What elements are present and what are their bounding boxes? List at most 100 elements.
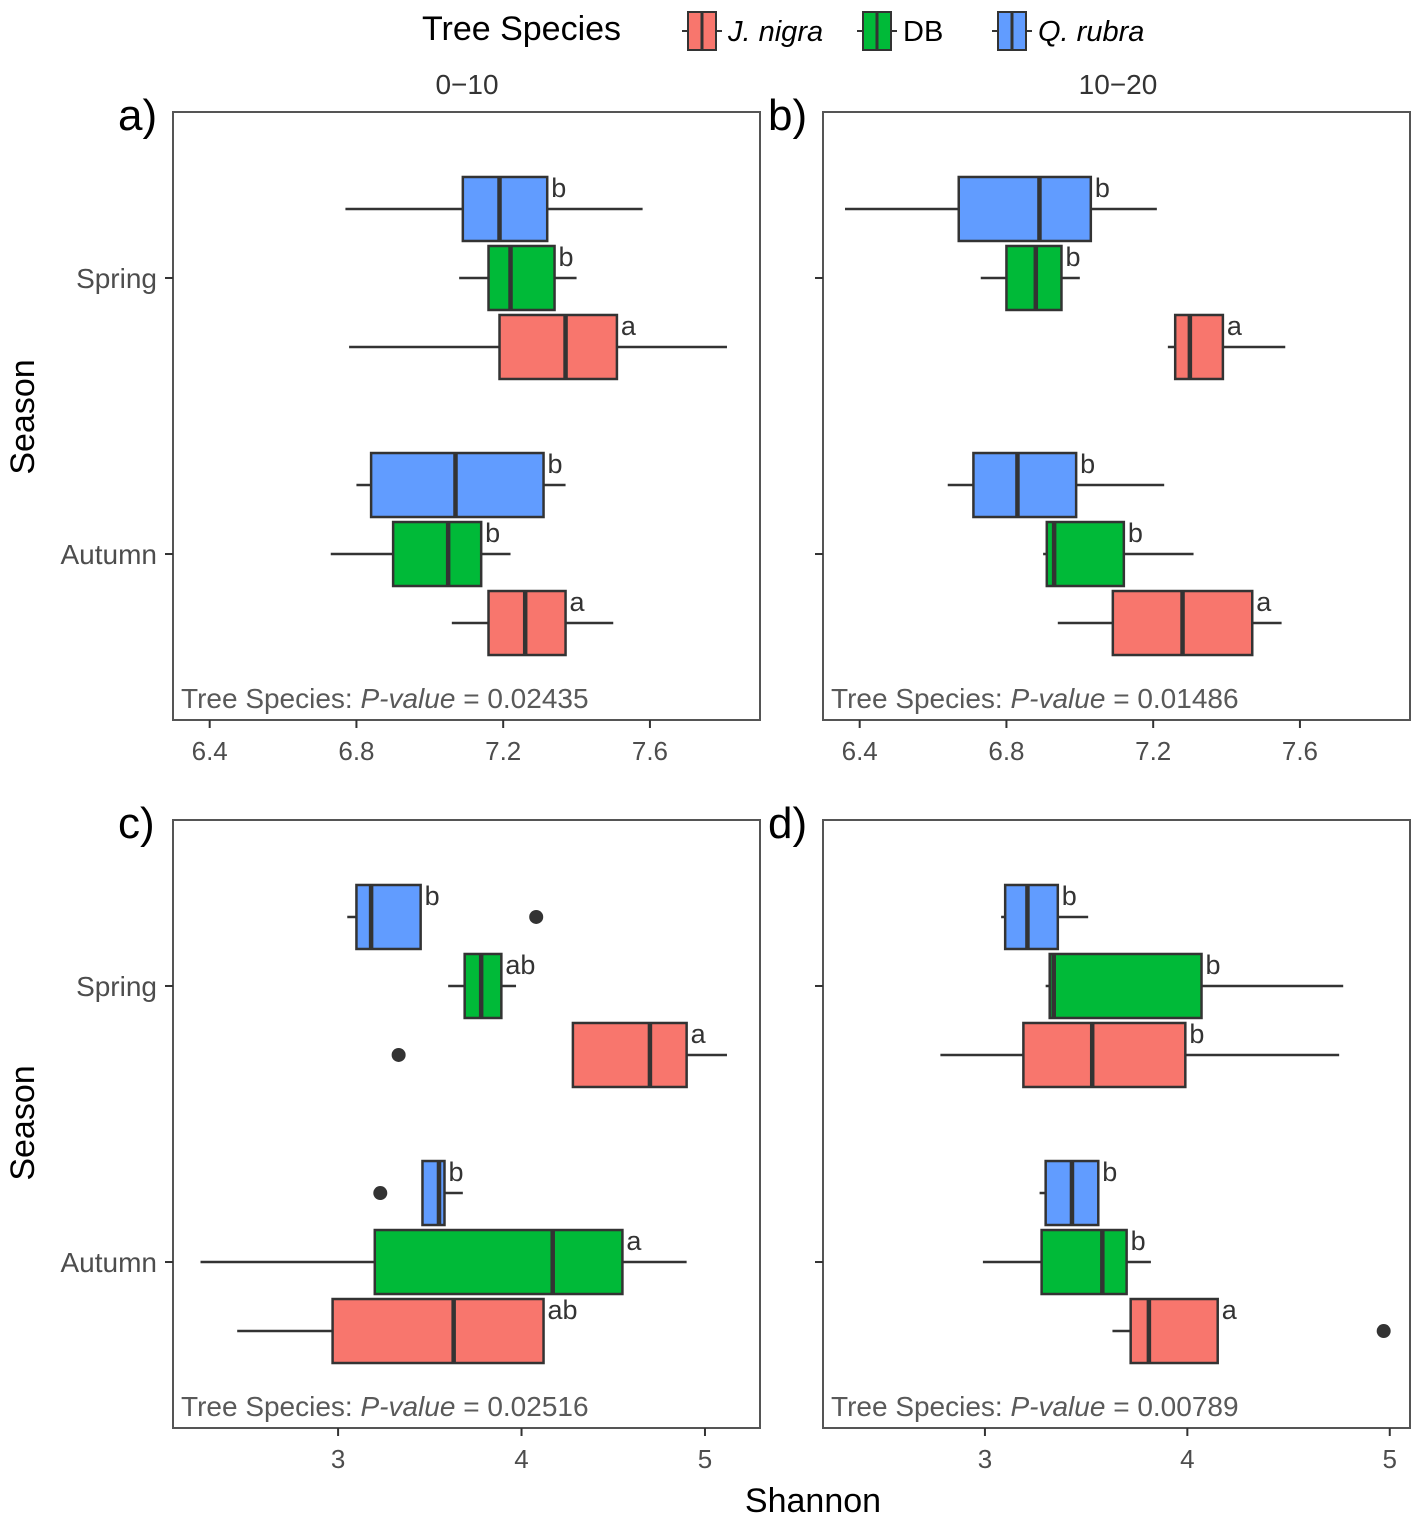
legend-entry-q-rubra: Q. rubra [992, 11, 1144, 51]
iqr-box [1129, 1297, 1219, 1365]
annotation-stat: P-value [360, 1391, 455, 1422]
iqr-box [571, 1021, 688, 1089]
facet-label-left: 0−10 [435, 69, 498, 100]
x-tick-label: 7.6 [632, 736, 668, 766]
box-spring-q-rubra: b [345, 173, 643, 243]
legend-label-j-nigra: J. nigra [727, 16, 823, 48]
iqr-box [355, 883, 422, 951]
x-tick-label: 3 [331, 1444, 345, 1474]
x-tick-label: 7.2 [1135, 736, 1171, 766]
iqr-box [1173, 313, 1225, 381]
iqr-box [972, 451, 1078, 519]
x-tick-label: 5 [1383, 1444, 1397, 1474]
box-spring-j-nigra: a [349, 311, 727, 381]
significance-letter: a [621, 311, 637, 341]
outlier-point [1376, 1324, 1391, 1339]
legend: Tree Species J. nigra DB Q. rubra [422, 10, 1144, 51]
significance-letter: b [1095, 173, 1110, 203]
significance-letter: a [626, 1226, 642, 1256]
significance-letter: a [570, 587, 586, 617]
legend-entries: J. nigra DB Q. rubra [682, 11, 1144, 51]
significance-letter: b [448, 1157, 463, 1187]
significance-letter: b [1080, 449, 1095, 479]
box-autumn-db: b [982, 1226, 1151, 1296]
annotation-value: = 0.02435 [455, 683, 588, 714]
box-autumn-j-nigra: a [1057, 587, 1282, 657]
significance-letter: b [559, 242, 574, 272]
iqr-box [1040, 1228, 1128, 1296]
legend-entry-db: DB [857, 11, 943, 51]
legend-entry-j-nigra: J. nigra [682, 11, 823, 51]
x-tick-label: 6.8 [988, 736, 1024, 766]
panel-frame [822, 819, 1411, 1429]
panel-tag: c) [118, 799, 155, 848]
p-value-annotation: Tree Species: P-value = 0.02435 [181, 683, 589, 714]
box-autumn-j-nigra: a [451, 587, 614, 657]
y-tick-label-autumn: Autumn [61, 539, 158, 570]
facet-label-right: 10−20 [1079, 69, 1158, 100]
panel-tag: d) [768, 799, 807, 848]
annotation-prefix: Tree Species: [181, 1391, 360, 1422]
box-spring-db: b [1045, 950, 1344, 1020]
legend-label-db: DB [903, 16, 943, 48]
significance-letter: a [1227, 311, 1243, 341]
box-spring-db: ab [448, 950, 535, 1020]
box-autumn-q-rubra: b [947, 449, 1165, 519]
outlier-point [529, 909, 544, 924]
iqr-box [391, 520, 483, 588]
p-value-annotation: Tree Species: P-value = 0.00789 [831, 1391, 1239, 1422]
significance-letter: b [1189, 1019, 1204, 1049]
box-spring-q-rubra: b [845, 173, 1157, 243]
significance-letter: b [548, 449, 563, 479]
significance-letter: b [1128, 518, 1143, 548]
iqr-box [373, 1228, 624, 1296]
significance-letter: b [1131, 1226, 1146, 1256]
annotation-value: = 0.02516 [455, 1391, 588, 1422]
panel-d: d) 3 4 5 b b b b b a Tree Species: P-value = 0.007… [768, 799, 1411, 1474]
x-tick-label: 3 [978, 1444, 992, 1474]
significance-letter: b [425, 881, 440, 911]
box-spring-j-nigra: a [1167, 311, 1286, 381]
outlier-point [391, 1047, 406, 1062]
box-spring-q-rubra: b [1001, 881, 1089, 951]
x-tick-label: 6.4 [842, 736, 878, 766]
y-tick-label-autumn: Autumn [61, 1247, 158, 1278]
y-tick-label-spring: Spring [76, 971, 157, 1002]
panel-b: b) 6.4 6.8 7.2 7.6 b b a b b a Tree Species: P-valu… [768, 91, 1411, 766]
annotation-prefix: Tree Species: [181, 683, 360, 714]
x-tick-label: 7.2 [485, 736, 521, 766]
significance-letter: b [1062, 881, 1077, 911]
x-axis-title: Shannon [745, 1482, 881, 1520]
p-value-annotation: Tree Species: P-value = 0.02516 [181, 1391, 589, 1422]
panel-a: a) 6.4 6.8 7.2 7.6 Spring Autumn b b a b b a Tree Spe… [61, 91, 761, 766]
box-spring-j-nigra: b [940, 1019, 1340, 1089]
iqr-box [957, 175, 1093, 243]
annotation-stat: P-value [1010, 683, 1105, 714]
annotation-prefix: Tree Species: [831, 1391, 1010, 1422]
legend-label-q-rubra: Q. rubra [1038, 16, 1144, 48]
significance-letter: b [1102, 1157, 1117, 1187]
significance-letter: b [551, 173, 566, 203]
box-autumn-j-nigra: ab [237, 1295, 578, 1365]
annotation-stat: P-value [1010, 1391, 1105, 1422]
box-autumn-q-rubra: b [1039, 1157, 1117, 1227]
significance-letter: a [1222, 1295, 1238, 1325]
significance-letter: b [1206, 950, 1221, 980]
outlier-point [373, 1186, 388, 1201]
box-autumn-q-rubra: b [356, 449, 566, 519]
y-tick-label-spring: Spring [76, 263, 157, 294]
box-autumn-db: b [1043, 518, 1194, 588]
annotation-prefix: Tree Species: [831, 683, 1010, 714]
significance-letter: b [485, 518, 500, 548]
box-autumn-db: b [330, 518, 511, 588]
iqr-box [1022, 1021, 1187, 1089]
significance-letter: b [1065, 242, 1080, 272]
x-tick-label: 6.8 [338, 736, 374, 766]
panel-tag: a) [118, 91, 157, 140]
x-tick-label: 5 [698, 1444, 712, 1474]
y-axis-title-bottom: Season [4, 1065, 42, 1180]
iqr-box [1003, 883, 1060, 951]
significance-letter: ab [505, 950, 535, 980]
